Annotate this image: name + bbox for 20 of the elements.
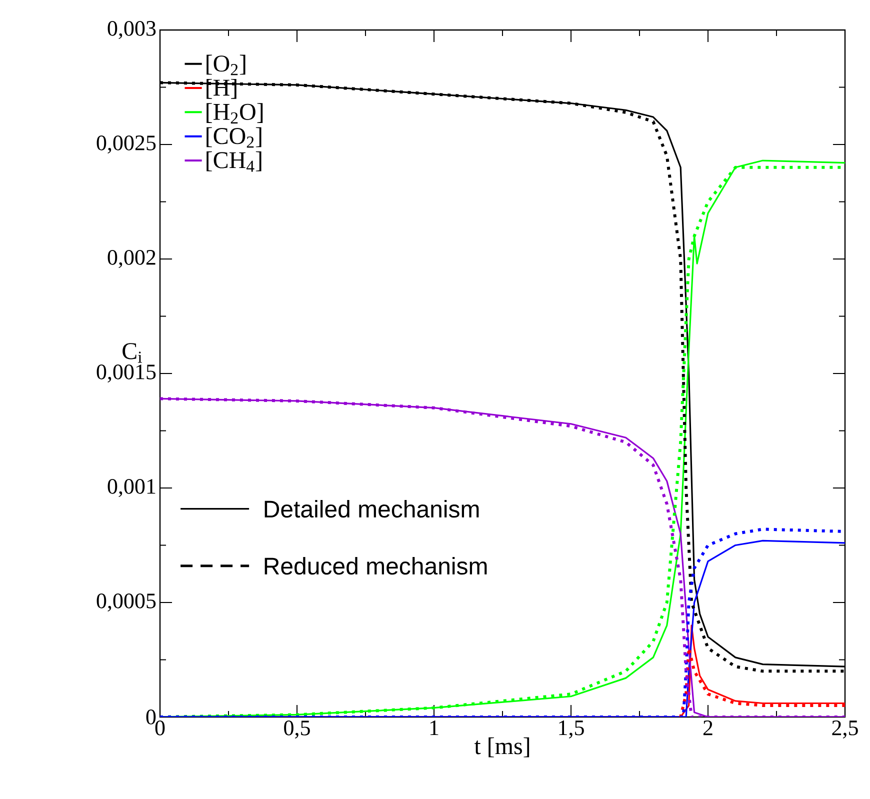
annotation: Reduced mechanism <box>264 557 487 575</box>
x-tick-label: 1 <box>430 720 438 736</box>
x-tick-label: 2,5 <box>832 720 858 738</box>
y-tick-label: 0,0015 <box>96 364 156 382</box>
x-tick-label: 0,5 <box>284 720 310 739</box>
y-axis-title: C$_{i}$ <box>122 343 142 363</box>
x-axis-title: t [ms] <box>474 737 530 758</box>
legend-label: [CH$_{4}$] <box>206 151 262 172</box>
y-tick-label: 0,0005 <box>96 593 156 612</box>
y-tick-label: 0,001 <box>108 478 156 497</box>
y-tick-label: 0,003 <box>108 20 156 39</box>
y-tick-label: 0 <box>146 710 156 724</box>
y-tick-label: 0,002 <box>108 250 156 268</box>
annotation: Detailed mechanism <box>264 500 479 518</box>
legend-label: [H$_{2}$O] <box>206 103 263 124</box>
legend-label: [CO$_{2}$] <box>206 127 262 148</box>
x-tick-label: 2 <box>703 720 712 736</box>
legend-label: [O$_{2}$] <box>206 54 246 76</box>
x-tick-label: 1,5 <box>559 720 584 738</box>
y-tick-label: 0,0025 <box>96 135 156 154</box>
